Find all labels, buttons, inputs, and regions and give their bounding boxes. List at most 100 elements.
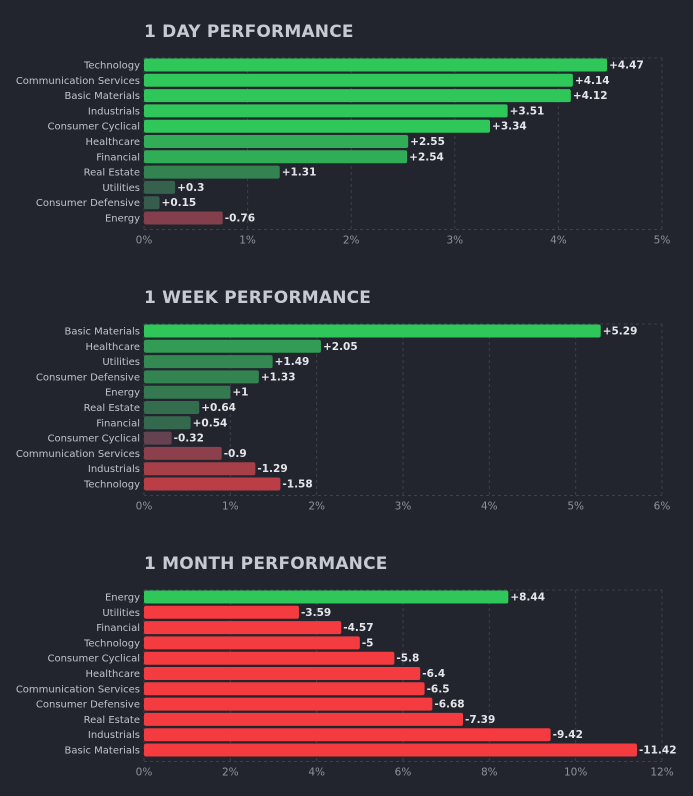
bar[interactable]: [144, 73, 573, 87]
bar[interactable]: [144, 58, 608, 72]
category-label: Energy: [105, 388, 140, 399]
day-performance-panel: 1 DAY PERFORMANCE 0% 1% 2% 3% 4% 5% Technology…: [0, 14, 693, 264]
category-label: Financial: [96, 623, 140, 634]
category-label: Real Estate: [84, 715, 140, 726]
x-tick-label: 2%: [222, 767, 239, 779]
value-label: -6.5: [427, 683, 450, 695]
bar[interactable]: [144, 196, 160, 210]
value-label: +2.05: [323, 341, 358, 353]
category-label: Utilities: [102, 608, 140, 619]
category-label: Consumer Cyclical: [47, 654, 140, 665]
category-label: Consumer Cyclical: [47, 434, 140, 445]
value-label: +2.55: [410, 136, 445, 148]
bar[interactable]: [144, 385, 231, 399]
value-label: +0.3: [177, 182, 204, 194]
bar[interactable]: [144, 590, 509, 604]
value-label: +0.64: [201, 402, 236, 414]
bar[interactable]: [144, 636, 360, 650]
x-tick-label: 1%: [239, 235, 256, 247]
month-performance-panel: 1 MONTH PERFORMANCE 0% 2% 4% 6% 8% 10% 12% Ener…: [0, 546, 693, 796]
category-label: Financial: [96, 418, 140, 429]
bar[interactable]: [144, 165, 280, 179]
value-label: -6.68: [434, 699, 464, 711]
bar[interactable]: [144, 712, 464, 726]
value-label: +1.49: [275, 356, 310, 368]
bar[interactable]: [144, 446, 222, 460]
bar[interactable]: [144, 728, 551, 742]
bar[interactable]: [144, 651, 395, 665]
x-tick-label: 4%: [481, 501, 498, 513]
bar[interactable]: [144, 355, 273, 369]
x-tick-label: 3%: [395, 501, 412, 513]
value-label: +4.47: [609, 60, 644, 72]
category-label: Healthcare: [85, 669, 140, 680]
category-label: Real Estate: [84, 403, 140, 414]
value-label: -7.39: [465, 714, 495, 726]
category-label: Basic Materials: [65, 746, 141, 757]
category-label: Basic Materials: [65, 327, 141, 338]
bar[interactable]: [144, 416, 191, 430]
value-label: -1.58: [282, 479, 312, 491]
bar[interactable]: [144, 324, 601, 338]
bar[interactable]: [144, 211, 223, 225]
bar[interactable]: [144, 119, 491, 133]
category-label: Basic Materials: [65, 91, 141, 102]
category-label: Industrials: [88, 730, 140, 741]
x-tick-label: 12%: [650, 767, 673, 779]
category-label: Utilities: [102, 357, 140, 368]
bar[interactable]: [144, 462, 256, 476]
value-label: -6.4: [422, 668, 445, 680]
category-label: Consumer Defensive: [36, 372, 140, 383]
category-label: Technology: [83, 61, 140, 72]
value-label: +3.34: [492, 121, 527, 133]
category-label: Industrials: [88, 106, 140, 117]
x-tick-label: 0%: [136, 235, 153, 247]
bar[interactable]: [144, 682, 425, 696]
value-label: -0.32: [174, 433, 204, 445]
bar[interactable]: [144, 104, 508, 118]
x-tick-label: 5%: [654, 235, 671, 247]
category-label: Technology: [83, 480, 140, 491]
category-label: Consumer Defensive: [36, 700, 140, 711]
category-label: Energy: [105, 214, 140, 225]
bar[interactable]: [144, 135, 409, 148]
chart-title: 1 MONTH PERFORMANCE: [144, 554, 388, 574]
category-label: Utilities: [102, 183, 140, 194]
bar[interactable]: [144, 605, 299, 619]
x-tick-label: 4%: [308, 767, 325, 779]
value-label: +0.54: [193, 417, 228, 429]
bar[interactable]: [144, 697, 433, 711]
category-label: Energy: [105, 593, 140, 604]
category-label: Industrials: [88, 464, 140, 475]
x-tick-label: 0%: [136, 501, 153, 513]
category-label: Consumer Defensive: [36, 198, 140, 209]
value-label: +1: [232, 387, 248, 399]
bar[interactable]: [144, 180, 176, 194]
value-label: +8.44: [510, 592, 545, 604]
x-tick-label: 8%: [481, 767, 498, 779]
bar[interactable]: [144, 477, 281, 491]
x-tick-label: 6%: [395, 767, 412, 779]
x-tick-label: 6%: [654, 501, 671, 513]
category-label: Technology: [83, 638, 140, 649]
value-label: -1.29: [257, 463, 287, 475]
x-tick-label: 10%: [564, 767, 587, 779]
bar[interactable]: [144, 401, 200, 414]
bar[interactable]: [144, 743, 637, 757]
x-tick-label: 2%: [343, 235, 360, 247]
day-performance-chart: 0% 1% 2% 3% 4% 5% Technology +4.47 Communication…: [16, 57, 671, 247]
bar[interactable]: [144, 667, 421, 680]
value-label: -0.76: [225, 213, 255, 225]
value-label: +2.54: [409, 151, 444, 163]
value-label: +5.29: [603, 326, 638, 338]
category-label: Consumer Cyclical: [47, 122, 140, 133]
bar[interactable]: [144, 621, 342, 635]
chart-title: 1 WEEK PERFORMANCE: [144, 288, 372, 308]
bar[interactable]: [144, 431, 172, 445]
category-label: Financial: [96, 152, 140, 163]
bar[interactable]: [144, 339, 321, 353]
bar[interactable]: [144, 150, 408, 164]
bar[interactable]: [144, 89, 571, 103]
bar[interactable]: [144, 370, 259, 384]
value-label: +4.12: [573, 90, 608, 102]
